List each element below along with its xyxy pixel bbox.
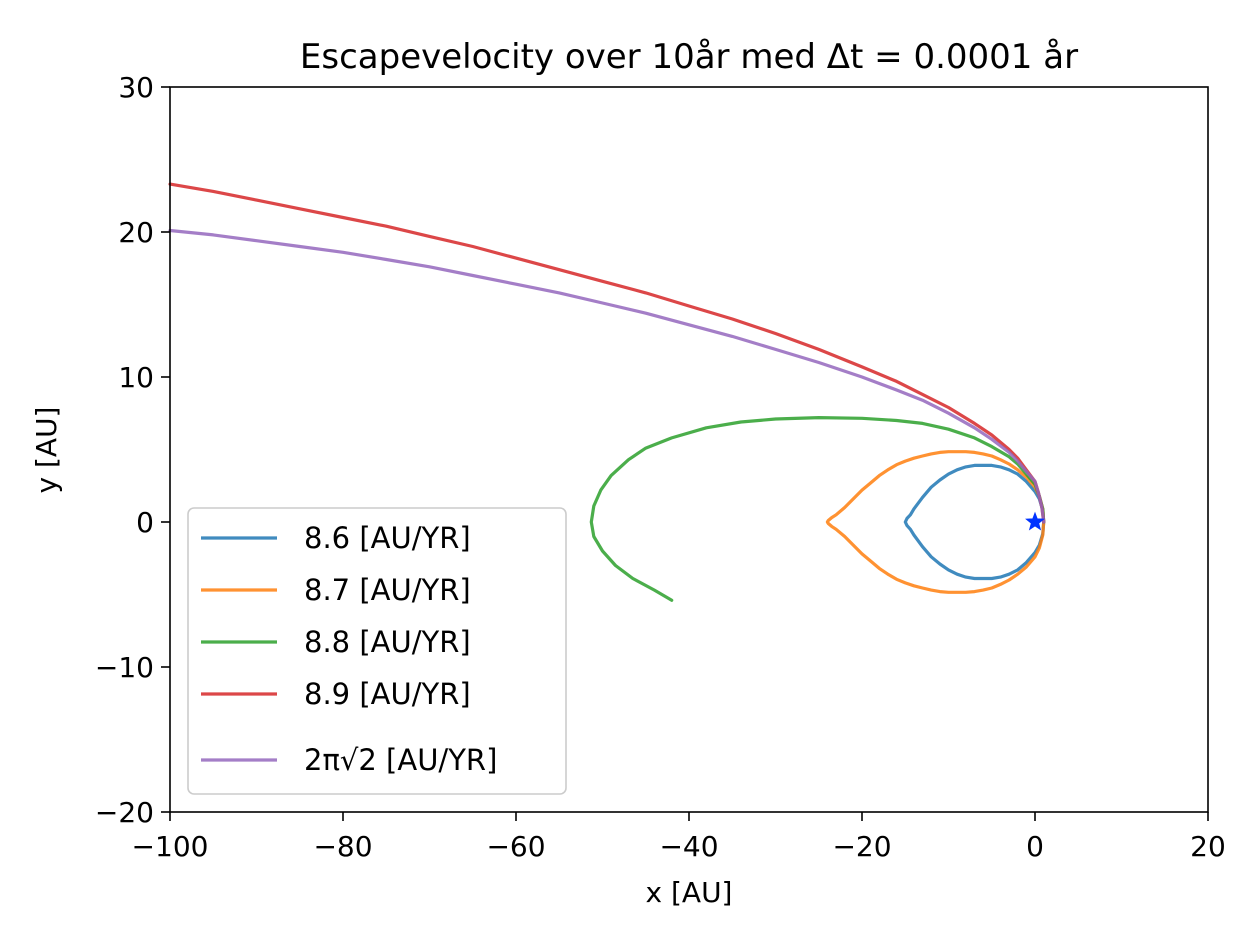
series-line-4	[168, 182, 1046, 524]
chart-title: Escapevelocity over 10år med Δt = 0.0001…	[300, 37, 1078, 77]
legend-label-3: 8.8 [AU/YR]	[304, 625, 471, 659]
y-axis-label: y [AU]	[30, 407, 63, 494]
x-axis-label: x [AU]	[646, 876, 733, 909]
x-tick-label: −60	[486, 830, 545, 863]
x-tick-label: 20	[1190, 830, 1226, 863]
x-tick-label: −40	[659, 830, 718, 863]
y-tick-label: 30	[118, 71, 154, 104]
x-tick-label: 0	[1026, 830, 1044, 863]
legend-label-4: 8.9 [AU/YR]	[304, 677, 471, 711]
series-line-2	[825, 450, 1046, 594]
y-tick-label: 20	[118, 216, 154, 249]
star-marker-icon	[1025, 511, 1045, 531]
legend-label-2: 8.7 [AU/YR]	[304, 573, 471, 607]
x-tick-label: −20	[832, 830, 891, 863]
y-axis-ticks: −20 −10 0 10 20 30	[95, 71, 170, 829]
legend-label-5: 2π√2 [AU/YR]	[304, 743, 497, 777]
x-tick-label: −100	[132, 830, 209, 863]
x-tick-label: −80	[313, 830, 372, 863]
plot-series	[168, 182, 1046, 602]
series-line-5	[168, 228, 1046, 524]
legend-label-1: 8.6 [AU/YR]	[304, 521, 471, 555]
series-line-1	[903, 463, 1046, 581]
x-axis-ticks: −100 −80 −60 −40 −20 0 20	[132, 812, 1226, 863]
series-line-3	[589, 416, 1046, 602]
legend-box	[187, 507, 567, 795]
y-tick-label: −20	[95, 796, 154, 829]
legend: 8.6 [AU/YR] 8.7 [AU/YR] 8.8 [AU/YR] 8.9 [AU…	[187, 507, 567, 795]
y-tick-label: −10	[95, 651, 154, 684]
plot-marker	[1025, 511, 1045, 531]
y-tick-label: 10	[118, 361, 154, 394]
y-tick-label: 0	[136, 506, 154, 539]
